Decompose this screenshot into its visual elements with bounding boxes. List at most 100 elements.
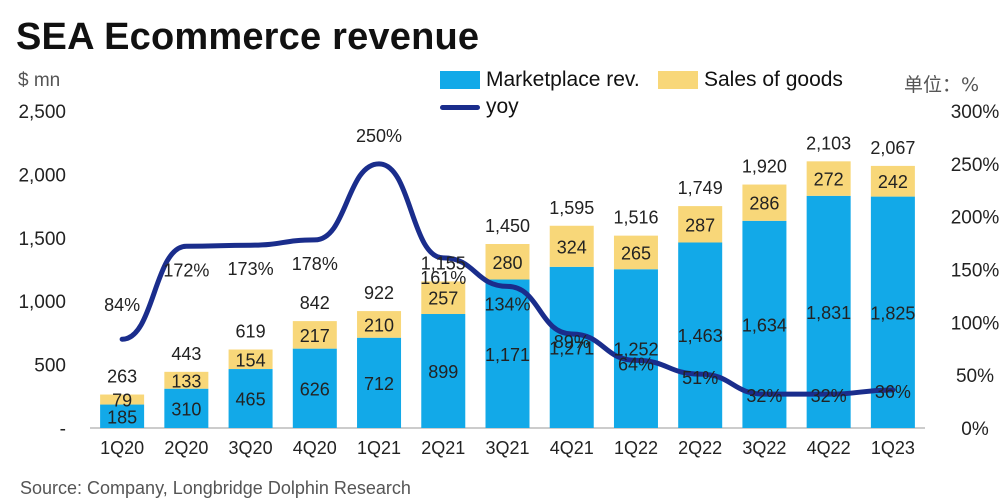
- x-tick-label: 1Q20: [100, 438, 144, 458]
- bar-goods-label: 280: [492, 253, 522, 273]
- bar-total-label: 1,920: [742, 157, 787, 177]
- bar-total-label: 922: [364, 283, 394, 303]
- bar-goods-label: 217: [300, 326, 330, 346]
- bar-marketplace-label: 1,271: [549, 338, 594, 358]
- bar-goods: [100, 394, 145, 405]
- y-right-tick-label: 50%: [956, 366, 994, 387]
- y-right-tick-label: 300%: [951, 102, 1000, 123]
- legend-marketplace-swatch: [440, 71, 480, 89]
- bar-total-label: 1,155: [421, 253, 466, 273]
- bar-marketplace-label: 1,252: [613, 340, 658, 360]
- bar-goods-label: 133: [171, 371, 201, 391]
- x-tick-label: 4Q20: [293, 438, 337, 458]
- bar-marketplace-label: 310: [171, 399, 201, 419]
- y-left-tick-label: 1,000: [18, 292, 66, 313]
- yoy-point-label: 173%: [228, 259, 274, 279]
- bar-marketplace: [806, 195, 851, 428]
- x-tick-label: 1Q22: [614, 438, 658, 458]
- y-right-tick-label: 150%: [951, 261, 1000, 282]
- yoy-point-label: 250%: [356, 126, 402, 146]
- bar-goods: [292, 321, 337, 349]
- bar-marketplace: [485, 279, 530, 428]
- y-left-tick-label: 2,500: [18, 102, 66, 123]
- bar-goods-label: 242: [878, 172, 908, 192]
- chart-title: SEA Ecommerce revenue: [16, 16, 480, 58]
- bar-marketplace-label: 1,463: [678, 326, 723, 346]
- bar-marketplace-label: 1,634: [742, 315, 787, 335]
- yoy-point-label: 134%: [484, 294, 530, 314]
- bar-goods-label: 79: [112, 391, 132, 411]
- x-tick-label: 4Q21: [550, 438, 594, 458]
- legend-goods-swatch: [658, 71, 698, 89]
- yoy-point-label: 64%: [618, 354, 654, 374]
- y-left-tick-label: 500: [34, 356, 66, 377]
- bar-goods: [742, 184, 787, 221]
- bar-marketplace: [549, 266, 594, 428]
- x-tick-label: 2Q21: [421, 438, 465, 458]
- bar-goods: [485, 244, 530, 280]
- bar-goods-label: 154: [236, 350, 266, 370]
- bar-marketplace: [421, 314, 466, 428]
- yoy-line: [119, 161, 896, 397]
- bar-goods-label: 272: [814, 170, 844, 190]
- bar-marketplace: [228, 369, 273, 428]
- bar-marketplace-label: 712: [364, 374, 394, 394]
- bar-total-label: 1,595: [549, 198, 594, 218]
- bar-marketplace: [292, 348, 337, 428]
- yoy-point-label: 89%: [554, 332, 590, 352]
- bar-total-label: 263: [107, 367, 137, 387]
- bar-goods: [870, 165, 915, 197]
- bar-marketplace-label: 899: [428, 362, 458, 382]
- x-tick-label: 3Q21: [485, 438, 529, 458]
- bar-total-label: 2,067: [870, 138, 915, 158]
- bar-total-label: 842: [300, 293, 330, 313]
- bar-marketplace: [357, 337, 402, 428]
- x-tick-label: 2Q22: [678, 438, 722, 458]
- legend-yoy: yoy: [440, 95, 519, 119]
- x-tick-label: 1Q21: [357, 438, 401, 458]
- yoy-point-label: 36%: [875, 382, 911, 402]
- legend-goods: Sales of goods: [658, 68, 843, 92]
- yoy-point-label: 178%: [292, 254, 338, 274]
- bar-goods-label: 257: [428, 289, 458, 309]
- bar-marketplace-label: 1,825: [870, 303, 915, 323]
- legend-marketplace-label: Marketplace rev.: [486, 68, 640, 91]
- yoy-point-label: 32%: [746, 386, 782, 406]
- bar-marketplace-label: 1,831: [806, 303, 851, 323]
- bar-goods: [613, 235, 658, 270]
- bar-total-label: 1,749: [678, 178, 723, 198]
- legend-yoy-label: yoy: [486, 95, 519, 118]
- bar-goods: [164, 371, 209, 389]
- x-tick-label: 4Q22: [807, 438, 851, 458]
- bar-goods-label: 286: [749, 194, 779, 214]
- yoy-point-label: 32%: [811, 386, 847, 406]
- y-left-tick-label: 1,500: [18, 229, 66, 250]
- bar-goods: [549, 225, 594, 267]
- bar-total-label: 1,450: [485, 216, 530, 236]
- yoy-point-label: 84%: [104, 295, 140, 315]
- bar-marketplace: [613, 269, 658, 428]
- x-tick-label: 1Q23: [871, 438, 915, 458]
- yoy-point-label: 51%: [682, 368, 718, 388]
- bar-marketplace: [164, 388, 209, 428]
- x-tick-label: 2Q20: [164, 438, 208, 458]
- bar-marketplace-label: 465: [236, 390, 266, 410]
- yoy-point-label: 172%: [163, 260, 209, 280]
- yoy-point-label: 161%: [420, 268, 466, 288]
- bar-total-label: 1,516: [613, 208, 658, 228]
- x-tick-label: 3Q22: [742, 438, 786, 458]
- bar-goods: [357, 311, 402, 338]
- y-right-tick-label: 250%: [951, 155, 1000, 176]
- source-note: Source: Company, Longbridge Dolphin Rese…: [20, 478, 411, 498]
- bar-marketplace-label: 185: [107, 407, 137, 427]
- bar-goods: [678, 206, 723, 243]
- bar-goods: [228, 349, 273, 370]
- bar-goods-label: 324: [557, 237, 587, 257]
- bar-goods-label: 210: [364, 315, 394, 335]
- y-right-tick-label: 100%: [951, 313, 1000, 334]
- y-right-tick-label: 0%: [961, 419, 989, 440]
- bar-goods-label: 265: [621, 243, 651, 263]
- legend-marketplace: Marketplace rev.: [440, 68, 640, 92]
